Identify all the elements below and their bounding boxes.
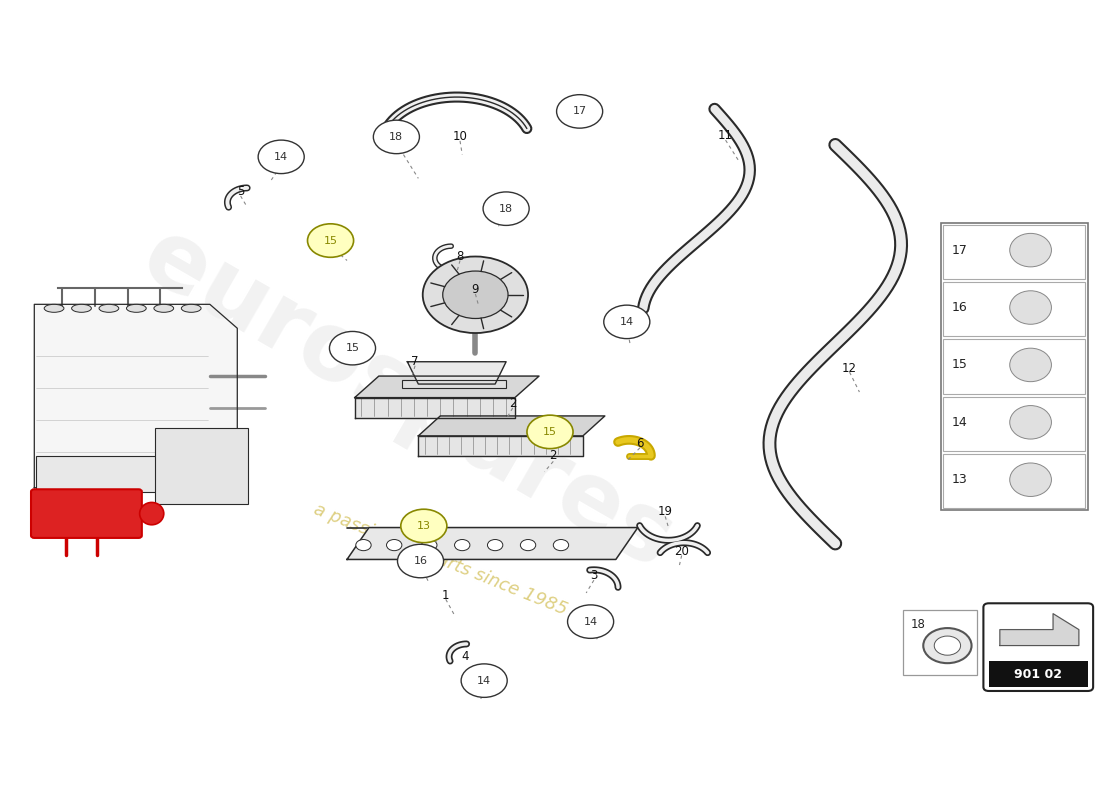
Text: 18: 18 (911, 618, 926, 630)
Text: 2: 2 (509, 397, 516, 410)
Text: 3: 3 (591, 569, 597, 582)
Polygon shape (1000, 614, 1079, 646)
Circle shape (355, 539, 371, 550)
Ellipse shape (1010, 463, 1052, 497)
Ellipse shape (1010, 406, 1052, 439)
Circle shape (308, 224, 353, 258)
Circle shape (461, 664, 507, 698)
FancyBboxPatch shape (943, 397, 1086, 451)
Text: 15: 15 (952, 358, 968, 371)
Text: 13: 13 (417, 521, 431, 531)
Ellipse shape (99, 304, 119, 312)
Text: 20: 20 (674, 545, 689, 558)
Text: 19: 19 (658, 505, 673, 518)
Ellipse shape (154, 304, 174, 312)
Text: 14: 14 (583, 617, 597, 626)
Circle shape (454, 539, 470, 550)
Polygon shape (346, 527, 638, 559)
Text: 15: 15 (345, 343, 360, 353)
Polygon shape (418, 416, 605, 436)
Text: 13: 13 (952, 474, 967, 486)
Text: 901 02: 901 02 (1014, 668, 1063, 681)
FancyBboxPatch shape (36, 456, 234, 492)
FancyBboxPatch shape (943, 282, 1086, 336)
Ellipse shape (1010, 348, 1052, 382)
Ellipse shape (182, 304, 201, 312)
FancyBboxPatch shape (989, 662, 1088, 687)
Text: 8: 8 (456, 250, 464, 263)
Text: 16: 16 (952, 301, 967, 314)
Polygon shape (407, 362, 506, 384)
Circle shape (422, 257, 528, 333)
FancyBboxPatch shape (983, 603, 1093, 691)
Text: 2: 2 (550, 450, 557, 462)
Text: 14: 14 (477, 676, 492, 686)
Text: 11: 11 (718, 129, 733, 142)
FancyBboxPatch shape (943, 454, 1086, 509)
Ellipse shape (126, 304, 146, 312)
Ellipse shape (140, 502, 164, 525)
Circle shape (923, 628, 971, 663)
Text: 15: 15 (323, 235, 338, 246)
Circle shape (553, 539, 569, 550)
Circle shape (934, 636, 960, 655)
Circle shape (483, 192, 529, 226)
Circle shape (568, 605, 614, 638)
Text: 6: 6 (636, 438, 644, 450)
Text: 14: 14 (619, 317, 634, 327)
Circle shape (421, 539, 437, 550)
Text: 15: 15 (543, 427, 557, 437)
Circle shape (527, 415, 573, 449)
Text: eurospares: eurospares (125, 211, 689, 589)
Text: a passion for parts since 1985: a passion for parts since 1985 (311, 500, 570, 618)
Polygon shape (34, 304, 238, 488)
Text: 18: 18 (389, 132, 404, 142)
Polygon shape (418, 436, 583, 456)
Text: 7: 7 (411, 355, 419, 368)
Text: 5: 5 (236, 185, 244, 198)
Circle shape (330, 331, 375, 365)
Circle shape (400, 510, 447, 542)
Text: 9: 9 (472, 283, 480, 297)
Circle shape (520, 539, 536, 550)
Circle shape (487, 539, 503, 550)
Text: 18: 18 (499, 204, 514, 214)
Text: 17: 17 (573, 106, 586, 117)
Ellipse shape (1010, 234, 1052, 267)
Circle shape (258, 140, 305, 174)
Circle shape (442, 271, 508, 318)
Text: 10: 10 (452, 130, 468, 143)
FancyBboxPatch shape (943, 225, 1086, 279)
Text: 4: 4 (462, 650, 470, 663)
FancyBboxPatch shape (903, 610, 977, 675)
Text: 14: 14 (274, 152, 288, 162)
Text: 12: 12 (842, 362, 857, 374)
FancyBboxPatch shape (402, 380, 506, 388)
Circle shape (557, 94, 603, 128)
Text: 14: 14 (952, 416, 967, 429)
Circle shape (373, 120, 419, 154)
Text: 17: 17 (952, 244, 968, 257)
FancyBboxPatch shape (155, 428, 249, 504)
FancyBboxPatch shape (943, 339, 1086, 394)
Ellipse shape (72, 304, 91, 312)
Text: 1: 1 (442, 589, 450, 602)
Circle shape (604, 305, 650, 338)
FancyBboxPatch shape (31, 490, 142, 538)
Text: 16: 16 (414, 556, 428, 566)
Ellipse shape (44, 304, 64, 312)
Polygon shape (354, 376, 539, 398)
Ellipse shape (1010, 290, 1052, 324)
Circle shape (386, 539, 402, 550)
Polygon shape (354, 398, 515, 418)
Circle shape (397, 544, 443, 578)
